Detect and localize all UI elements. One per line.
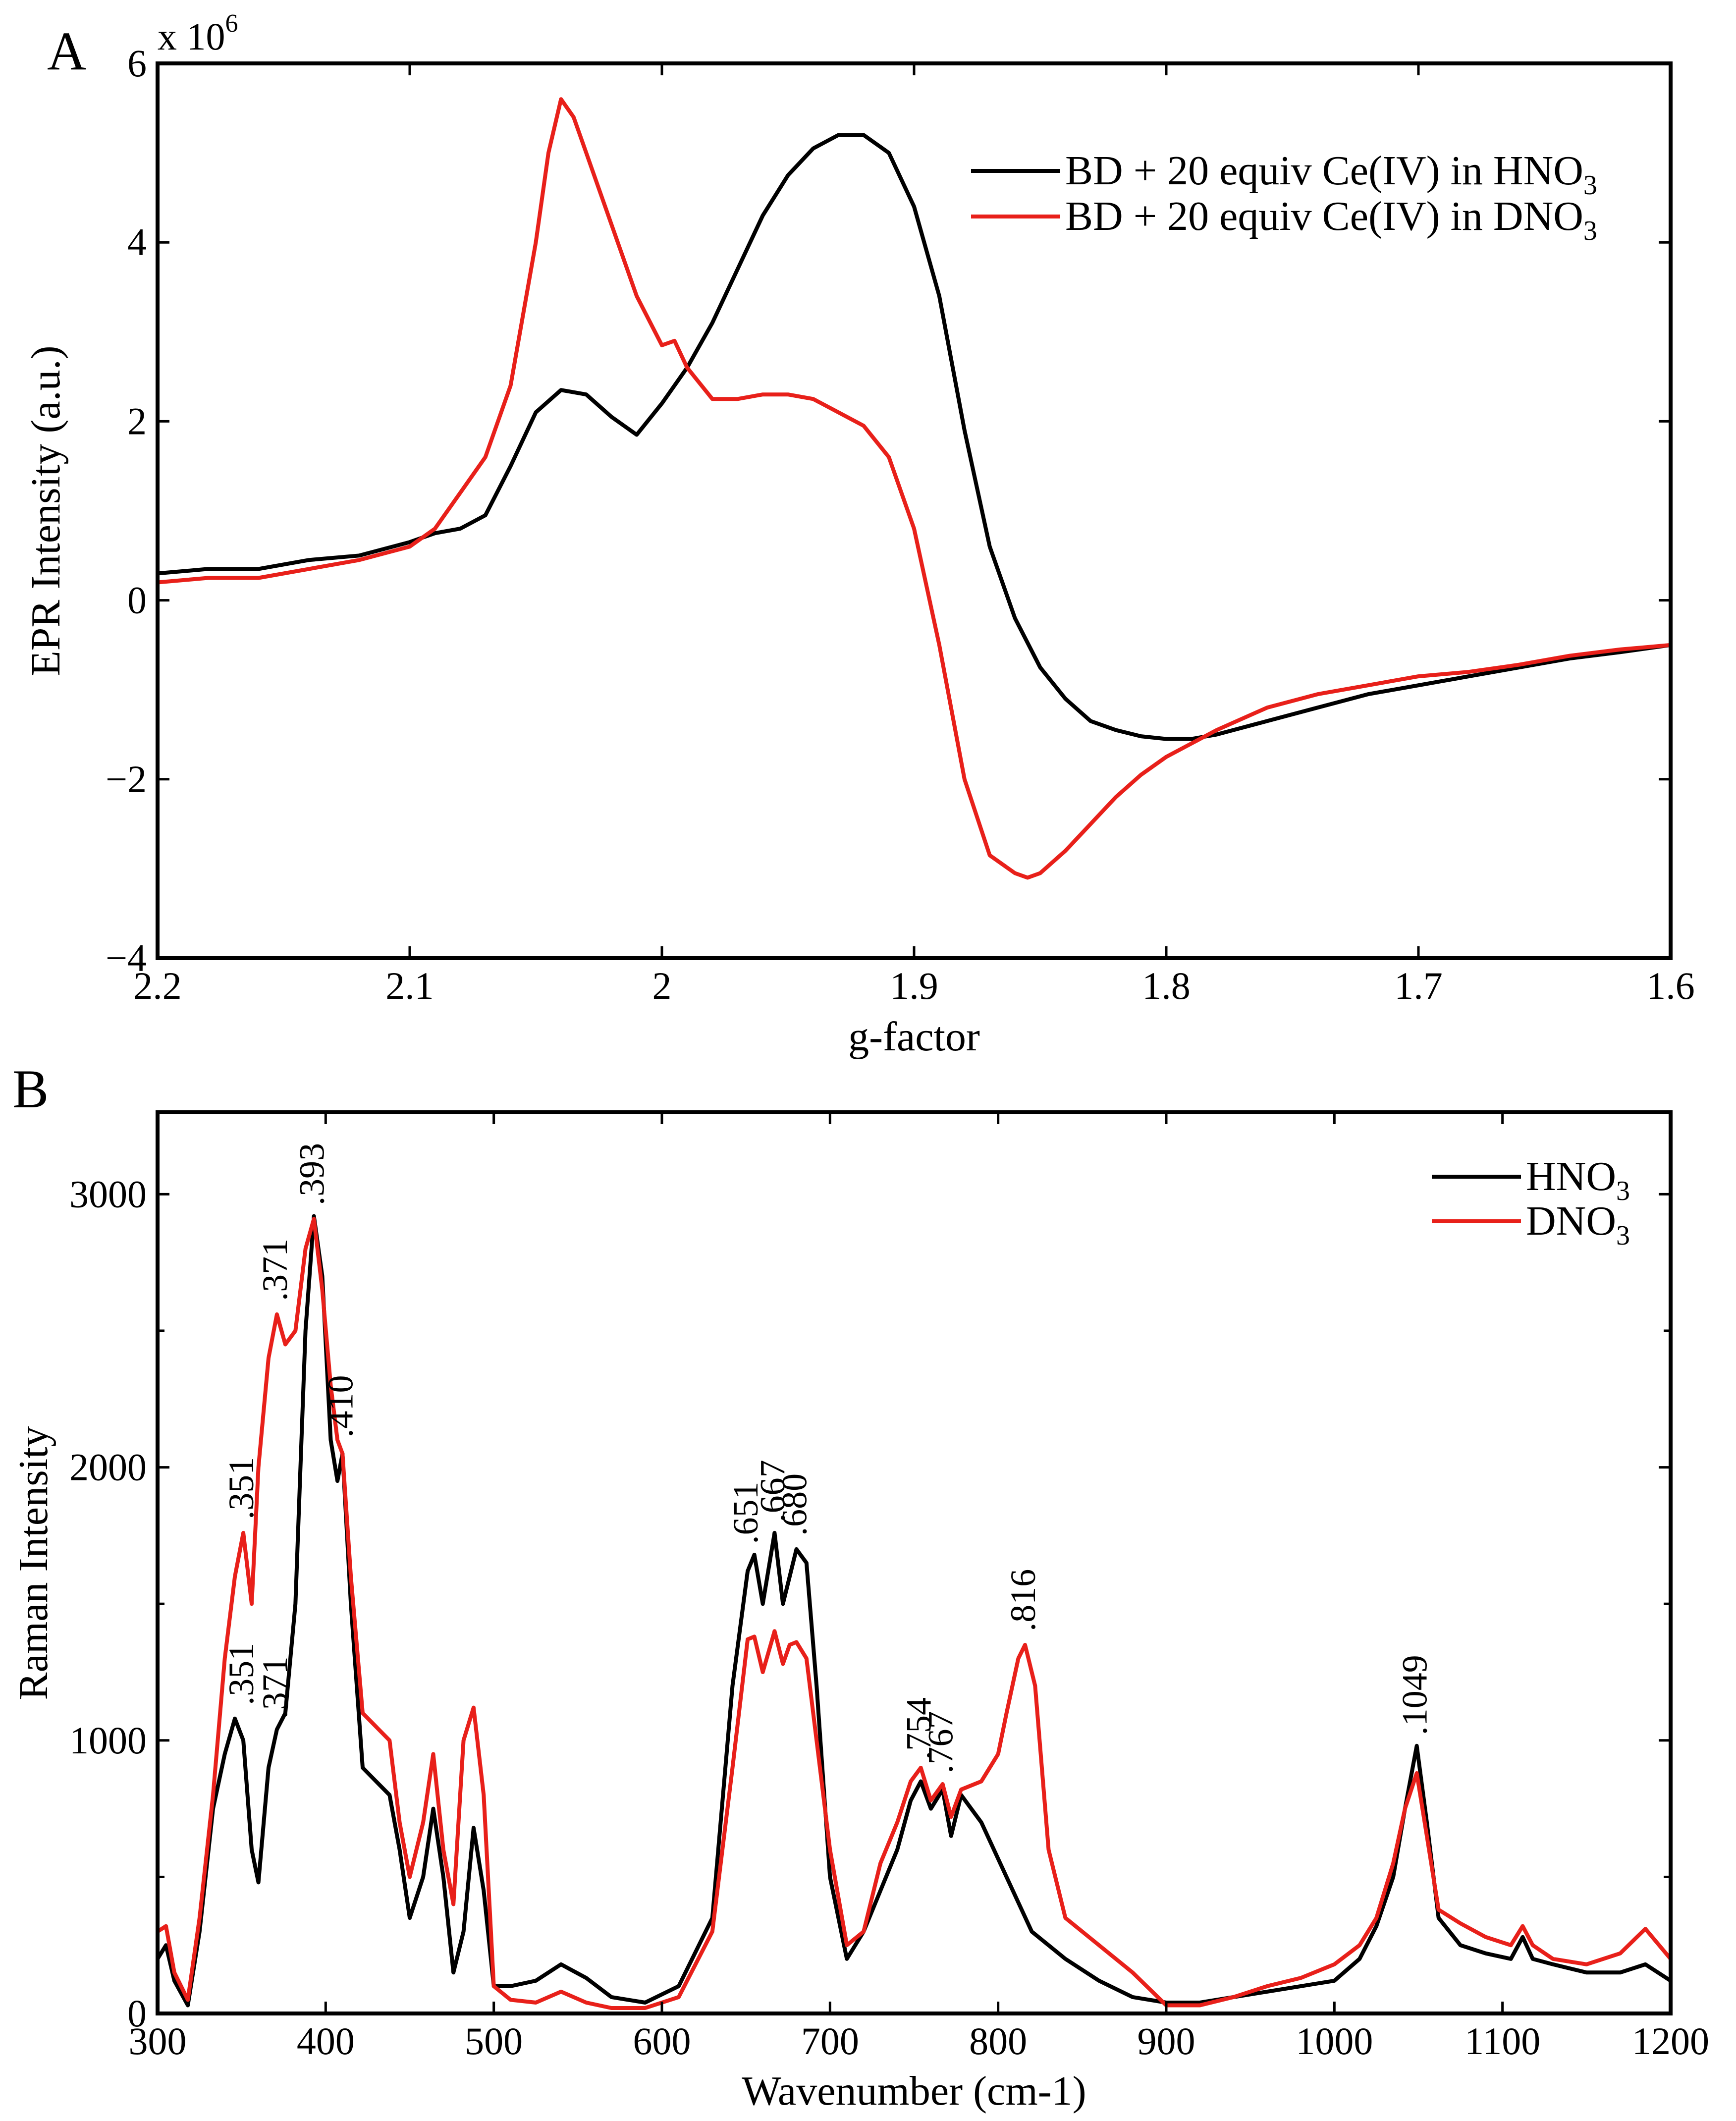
epr-legend-label-dno3: BD + 20 equiv Ce(IV) in DNO3 xyxy=(1065,193,1597,246)
raman-peak-label: .371 xyxy=(255,1239,295,1301)
epr-y-tick-label: −4 xyxy=(106,936,147,979)
raman-x-tick-label: 1200 xyxy=(1632,2019,1709,2063)
raman-x-tick-label: 700 xyxy=(801,2019,859,2063)
raman-x-tick-label: 1000 xyxy=(1296,2019,1373,2063)
epr-series-group xyxy=(156,97,1673,880)
raman-y-tick-label: 3000 xyxy=(69,1172,147,1215)
epr-legend-label-hno3: BD + 20 equiv Ce(IV) in HNO3 xyxy=(1065,148,1597,201)
epr-multiplier-base: x 10 xyxy=(158,15,225,58)
raman-x-tick-label: 900 xyxy=(1138,2019,1195,2063)
raman-peak-label: .680 xyxy=(775,1473,814,1536)
raman-peak-label: .371 xyxy=(255,1656,295,1719)
raman-x-tick-label: 500 xyxy=(465,2019,523,2063)
raman-peak-label: .410 xyxy=(321,1375,360,1438)
raman-y-tick-label: 2000 xyxy=(69,1446,147,1489)
raman-legend-label-hno3: HNO3 xyxy=(1526,1153,1630,1206)
raman-x-tick-label: 400 xyxy=(297,2019,355,2063)
raman-x-ticks: 300 400 500 600 700 800 900 1000 1100 1200 xyxy=(129,1112,1709,2063)
raman-x-tick-label: 600 xyxy=(633,2019,691,2063)
raman-peak-labels: .351.371.351.371.393.410.651.667.680.754… xyxy=(221,1143,1435,1774)
epr-legend-dno3-main: BD + 20 equiv Ce(IV) in DNO xyxy=(1065,193,1583,239)
raman-x-tick-label: 300 xyxy=(129,2019,187,2063)
raman-legend-dno3-main: DNO xyxy=(1526,1198,1616,1244)
epr-multiplier: x 106 xyxy=(158,9,238,58)
raman-legend-hno3-subscript: 3 xyxy=(1616,1176,1630,1206)
epr-series-hno3 xyxy=(156,133,1673,741)
panel-label-b: B xyxy=(12,1059,49,1119)
epr-series-dno3 xyxy=(156,97,1673,880)
raman-peak-label: .393 xyxy=(292,1143,332,1205)
epr-x-tick-label: 2 xyxy=(652,964,672,1007)
raman-series-dno3 xyxy=(156,1217,1673,2010)
epr-y-ticks: −4 −2 0 2 4 6 xyxy=(106,42,1671,979)
epr-y-tick-label: −2 xyxy=(106,758,147,801)
raman-legend-hno3-main: HNO xyxy=(1526,1153,1616,1199)
raman-peak-label: .816 xyxy=(1003,1569,1043,1632)
raman-x-tick-label: 800 xyxy=(969,2019,1027,2063)
epr-y-tick-label: 4 xyxy=(127,220,147,264)
epr-x-tick-label: 1.9 xyxy=(890,964,938,1007)
epr-multiplier-exponent: 6 xyxy=(225,9,238,38)
epr-x-tick-label: 2.2 xyxy=(133,964,182,1007)
epr-x-tick-label: 1.6 xyxy=(1646,964,1695,1007)
panel-label-a: A xyxy=(47,21,86,81)
epr-x-tick-label: 2.1 xyxy=(385,964,434,1007)
raman-y-tick-label: 0 xyxy=(127,1992,147,2035)
raman-peak-label: .1049 xyxy=(1395,1655,1435,1735)
raman-panel: B 300 400 500 600 700 800 900 1000 1100 1200 0 100… xyxy=(10,1059,1709,2114)
raman-plot-frame xyxy=(156,1110,1673,2015)
raman-peak-label: .351 xyxy=(221,1457,261,1520)
epr-y-tick-label: 0 xyxy=(127,579,147,622)
epr-x-tick-label: 1.7 xyxy=(1394,964,1443,1007)
epr-legend-dno3-subscript: 3 xyxy=(1583,216,1597,246)
raman-peak-label: .767 xyxy=(921,1711,961,1774)
raman-y-axis-label: Raman Intensity xyxy=(10,1426,56,1700)
raman-series-hno3 xyxy=(156,1214,1673,2008)
raman-legend: HNO3 DNO3 xyxy=(1432,1153,1630,1251)
raman-peak-label: .667 xyxy=(753,1460,792,1522)
raman-x-axis-label: Wavenumber (cm-1) xyxy=(742,2068,1086,2114)
raman-peak-label: .651 xyxy=(726,1482,765,1544)
epr-legend-hno3-main: BD + 20 equiv Ce(IV) in HNO xyxy=(1065,148,1583,194)
epr-x-tick-label: 1.8 xyxy=(1142,964,1191,1007)
raman-series-group xyxy=(156,1214,1673,2010)
epr-y-axis-label: EPR Intensity (a.u.) xyxy=(23,345,69,676)
epr-x-axis-label: g-factor xyxy=(848,1014,980,1060)
raman-peak-label: .351 xyxy=(221,1643,261,1705)
epr-y-tick-label: 6 xyxy=(127,42,147,85)
epr-legend: BD + 20 equiv Ce(IV) in HNO3 BD + 20 equ… xyxy=(971,148,1597,246)
epr-x-ticks: 2.2 2.1 2 1.9 1.8 1.7 1.6 xyxy=(133,63,1695,1007)
raman-y-tick-label: 1000 xyxy=(69,1719,147,1762)
raman-y-ticks: 0 1000 2000 3000 xyxy=(69,1172,1671,2035)
raman-x-tick-label: 1100 xyxy=(1465,2019,1540,2063)
raman-legend-dno3-subscript: 3 xyxy=(1616,1220,1630,1251)
raman-peak-label: .754 xyxy=(899,1697,939,1760)
epr-y-tick-label: 2 xyxy=(127,399,147,442)
epr-legend-hno3-subscript: 3 xyxy=(1583,170,1597,201)
raman-legend-label-dno3: DNO3 xyxy=(1526,1198,1630,1251)
